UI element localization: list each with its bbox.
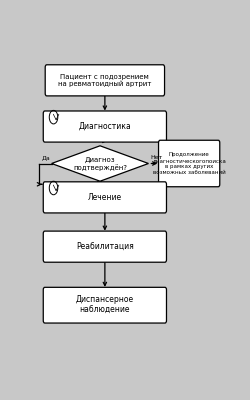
- Text: Пациент с подозрением
на ревматоидный артрит: Пациент с подозрением на ревматоидный ар…: [58, 74, 152, 87]
- Text: Диагноз
подтверждён?: Диагноз подтверждён?: [73, 156, 127, 170]
- Text: Нет: Нет: [150, 155, 163, 160]
- FancyBboxPatch shape: [43, 287, 166, 323]
- Text: Продолжение
диагностическогопоиска
в рамках других
возможных заболеваний: Продолжение диагностическогопоиска в рам…: [152, 152, 226, 175]
- FancyBboxPatch shape: [158, 140, 220, 187]
- Polygon shape: [52, 146, 148, 181]
- Text: Лечение: Лечение: [88, 193, 122, 202]
- Text: Диспансерное
наблюдение: Диспансерное наблюдение: [76, 296, 134, 315]
- Text: Диагностика: Диагностика: [78, 122, 131, 131]
- FancyBboxPatch shape: [43, 111, 166, 142]
- Text: Реабилитация: Реабилитация: [76, 242, 134, 251]
- FancyBboxPatch shape: [43, 182, 166, 213]
- FancyBboxPatch shape: [43, 231, 166, 262]
- FancyBboxPatch shape: [45, 65, 164, 96]
- Text: Да: Да: [42, 155, 50, 160]
